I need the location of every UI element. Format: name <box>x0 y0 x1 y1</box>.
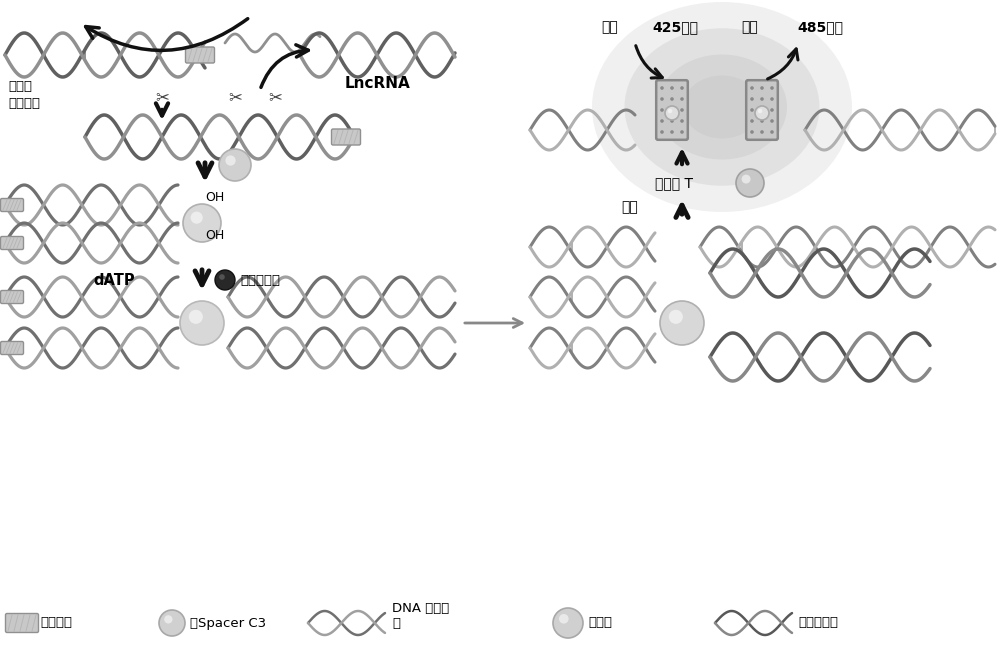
Circle shape <box>760 86 764 90</box>
Text: ✂: ✂ <box>155 88 169 106</box>
Circle shape <box>750 97 754 101</box>
Circle shape <box>660 108 664 112</box>
Circle shape <box>760 108 764 112</box>
Circle shape <box>770 108 774 112</box>
Text: 双链特
异性切酶: 双链特 异性切酶 <box>8 80 40 110</box>
Text: 激发: 激发 <box>602 20 618 34</box>
FancyBboxPatch shape <box>656 80 688 140</box>
Circle shape <box>770 119 774 123</box>
Circle shape <box>750 119 754 123</box>
Circle shape <box>670 130 674 134</box>
Circle shape <box>159 610 185 636</box>
FancyBboxPatch shape <box>6 614 39 632</box>
Text: 发射: 发射 <box>742 20 758 34</box>
Circle shape <box>191 211 203 223</box>
Text: ✂: ✂ <box>268 88 282 106</box>
Ellipse shape <box>624 28 820 186</box>
Circle shape <box>189 310 203 324</box>
Circle shape <box>755 106 769 120</box>
Circle shape <box>758 109 762 113</box>
Text: ：Spacer C3: ：Spacer C3 <box>190 616 266 630</box>
Circle shape <box>680 97 684 101</box>
Circle shape <box>770 97 774 101</box>
Circle shape <box>559 614 569 624</box>
FancyBboxPatch shape <box>1 198 24 211</box>
Text: 485纳米: 485纳米 <box>797 20 843 34</box>
Text: 425纳米: 425纳米 <box>652 20 698 34</box>
Circle shape <box>680 108 684 112</box>
Circle shape <box>770 130 774 134</box>
Circle shape <box>736 169 764 197</box>
FancyBboxPatch shape <box>1 342 24 354</box>
Circle shape <box>750 108 754 112</box>
FancyBboxPatch shape <box>332 129 361 145</box>
Text: ：磁珠: ：磁珠 <box>588 616 612 630</box>
Circle shape <box>164 615 173 624</box>
Circle shape <box>669 310 683 324</box>
FancyBboxPatch shape <box>1 291 24 303</box>
Text: DNA 捕获探
针: DNA 捕获探 针 <box>392 602 449 630</box>
Circle shape <box>660 301 704 345</box>
Text: 末端转移酶: 末端转移酶 <box>240 273 280 287</box>
Circle shape <box>680 119 684 123</box>
Circle shape <box>219 274 225 280</box>
Text: ：生物素: ：生物素 <box>40 616 72 630</box>
Circle shape <box>665 106 679 120</box>
Circle shape <box>670 108 674 112</box>
Circle shape <box>660 97 664 101</box>
Circle shape <box>760 97 764 101</box>
Text: 分解: 分解 <box>622 200 638 214</box>
Circle shape <box>660 119 664 123</box>
Circle shape <box>680 86 684 90</box>
Circle shape <box>660 86 664 90</box>
Ellipse shape <box>683 76 761 138</box>
Text: OH: OH <box>205 229 224 241</box>
Circle shape <box>180 301 224 345</box>
FancyBboxPatch shape <box>1 237 24 249</box>
FancyBboxPatch shape <box>186 47 215 63</box>
Circle shape <box>670 119 674 123</box>
Ellipse shape <box>657 55 787 160</box>
Circle shape <box>225 156 236 166</box>
Circle shape <box>553 608 583 638</box>
Circle shape <box>760 119 764 123</box>
Text: OH: OH <box>205 190 224 203</box>
Circle shape <box>742 175 751 184</box>
Circle shape <box>680 130 684 134</box>
Text: dATP: dATP <box>93 273 135 287</box>
Ellipse shape <box>592 2 852 212</box>
Circle shape <box>660 130 664 134</box>
Circle shape <box>670 86 674 90</box>
Text: ✂: ✂ <box>228 88 242 106</box>
Circle shape <box>750 130 754 134</box>
Circle shape <box>668 109 672 113</box>
Circle shape <box>183 204 221 242</box>
Circle shape <box>770 86 774 90</box>
Circle shape <box>219 149 251 181</box>
Circle shape <box>215 270 235 290</box>
Circle shape <box>760 130 764 134</box>
Circle shape <box>750 86 754 90</box>
Text: LncRNA: LncRNA <box>345 76 411 90</box>
Text: ：信号探针: ：信号探针 <box>798 616 838 630</box>
FancyBboxPatch shape <box>746 80 778 140</box>
Text: 硫黄素 T: 硫黄素 T <box>655 176 693 190</box>
Circle shape <box>670 97 674 101</box>
